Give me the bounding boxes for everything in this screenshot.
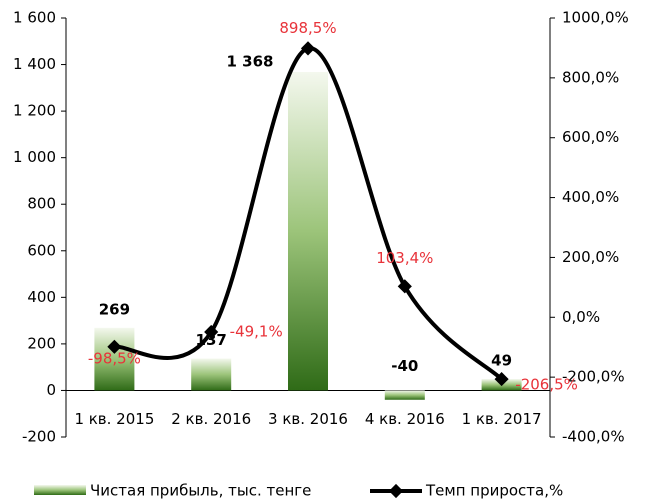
x-tick-label: 1 кв. 2017 [462, 410, 542, 428]
line-value-label: -49,1% [230, 322, 283, 340]
line-value-label: 103,4% [376, 249, 433, 267]
y2-tick-label: 1000,0% [562, 9, 629, 27]
x-tick-label: 4 кв. 2016 [365, 410, 445, 428]
y2-tick-label: 800,0% [562, 68, 619, 86]
line-marker [107, 339, 122, 354]
y-tick-label: 400 [27, 288, 56, 306]
y-tick-label: 600 [27, 241, 56, 259]
line-marker [204, 324, 219, 340]
y2-tick-label: 0,0% [562, 308, 600, 326]
bar [288, 72, 328, 391]
y2-tick-label: 200,0% [562, 248, 619, 266]
y-tick-label: -200 [22, 428, 56, 446]
x-tick-label: 3 кв. 2016 [268, 410, 348, 428]
bar-value-label: 1 368 [227, 53, 274, 71]
line-value-label: -98,5% [88, 349, 141, 367]
y-tick-label: 0 [46, 381, 56, 399]
line-value-label: 898,5% [279, 19, 336, 37]
y-tick-label: 1 000 [13, 148, 56, 166]
y2-tick-label: 400,0% [562, 188, 619, 206]
legend-label: Чистая прибыль, тыс. тенге [90, 482, 311, 500]
y2-tick-label: -400,0% [562, 428, 625, 446]
legend-marker [388, 483, 404, 499]
x-tick-label: 2 кв. 2016 [171, 410, 251, 428]
bar-value-label: 49 [491, 352, 512, 370]
bar [384, 390, 425, 400]
y2-tick-label: -200,0% [562, 368, 625, 386]
y-tick-label: 200 [27, 334, 56, 352]
bar-value-label: 269 [99, 300, 130, 318]
y-tick-label: 1 400 [13, 55, 56, 73]
bar [191, 358, 232, 391]
legend-swatch [34, 485, 86, 495]
y-tick-label: 1 200 [13, 102, 56, 120]
y-tick-label: 800 [27, 195, 56, 213]
legend-label: Темп прироста,% [425, 482, 563, 500]
bar [94, 327, 135, 391]
y2-tick-label: 600,0% [562, 128, 619, 146]
line-value-label: -206,5% [515, 376, 578, 394]
line-marker [300, 41, 316, 56]
line-marker [397, 279, 412, 294]
y-tick-label: 1 600 [13, 9, 56, 27]
bar-value-label: -40 [391, 357, 418, 375]
x-tick-label: 1 кв. 2015 [74, 410, 154, 428]
line-marker [494, 372, 509, 387]
